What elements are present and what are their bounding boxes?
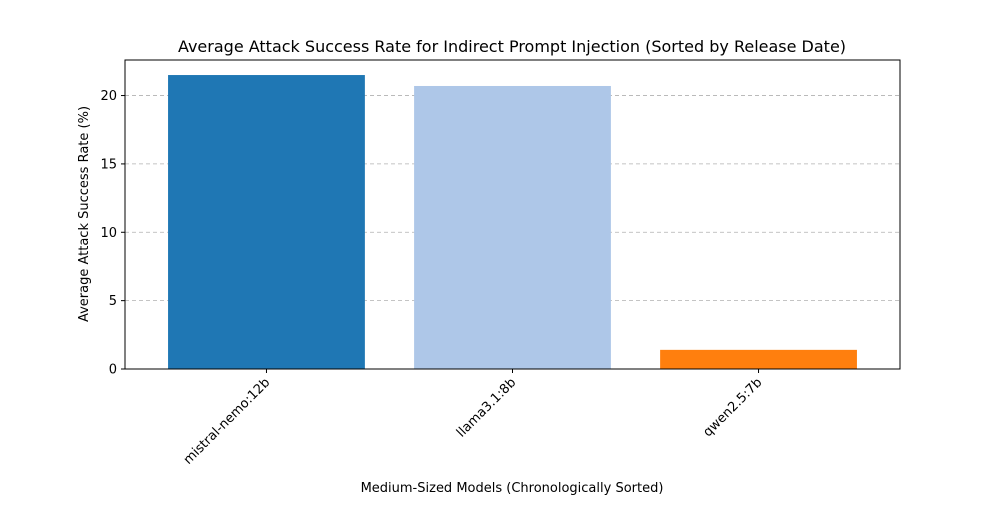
x-tick-label: llama3.1:8b bbox=[454, 375, 519, 440]
y-axis-label: Average Attack Success Rate (%) bbox=[77, 106, 92, 322]
bar bbox=[168, 75, 365, 369]
bar bbox=[660, 349, 857, 369]
y-tick-label: 20 bbox=[100, 89, 117, 104]
bar bbox=[414, 85, 611, 369]
x-tick-label: mistral-nemo:12b bbox=[181, 375, 273, 467]
chart-title: Average Attack Success Rate for Indirect… bbox=[178, 37, 846, 56]
x-tick-label: qwen2.5:7b bbox=[701, 375, 766, 440]
y-tick-label: 5 bbox=[109, 294, 117, 309]
y-tick-label: 10 bbox=[100, 226, 117, 241]
y-tick-label: 0 bbox=[109, 363, 117, 378]
y-axis: 0 5 10 15 20 bbox=[100, 89, 125, 378]
bars bbox=[168, 75, 857, 369]
y-tick-label: 15 bbox=[100, 157, 117, 172]
x-axis-label: Medium-Sized Models (Chronologically Sor… bbox=[361, 481, 664, 496]
x-axis: mistral-nemo:12b llama3.1:8b qwen2.5:7b bbox=[181, 369, 766, 468]
